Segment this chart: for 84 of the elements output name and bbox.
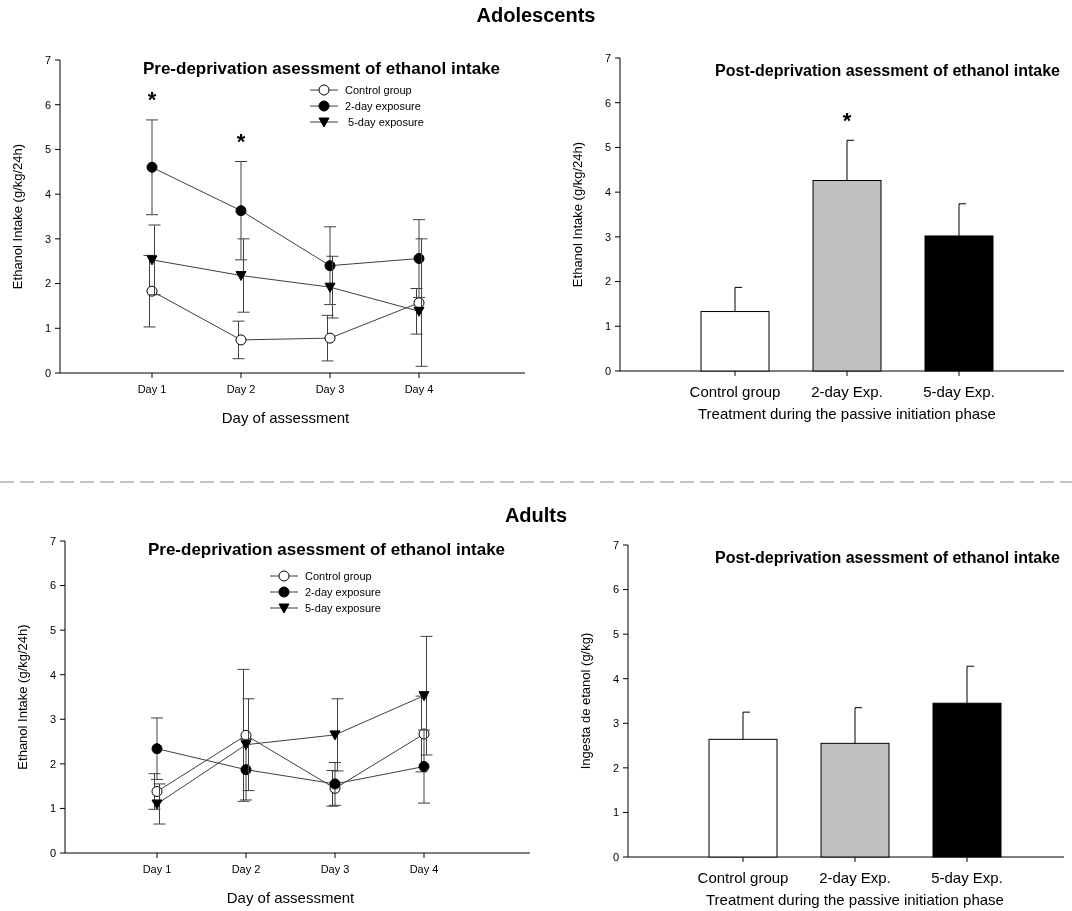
point bbox=[151, 799, 163, 810]
legend-label: 2-day exposure bbox=[345, 99, 421, 112]
y-axis-title: Ethanol Intake (g/kg/24h) bbox=[570, 141, 585, 288]
y-tick-label: 6 bbox=[612, 583, 619, 596]
point bbox=[413, 306, 425, 317]
y-axis-title: Ethanol Intake (g/kg/24h) bbox=[15, 624, 30, 770]
x-tick-label: 5-day Exp. bbox=[931, 869, 1003, 886]
point bbox=[329, 778, 341, 790]
x-axis-title: Day of assessment bbox=[226, 889, 356, 906]
y-tick-label: 4 bbox=[612, 672, 619, 685]
y-tick-label: 3 bbox=[49, 713, 56, 726]
y-tick-label: 2 bbox=[612, 761, 619, 774]
x-tick-label: Control group bbox=[689, 383, 781, 400]
y-tick-label: 7 bbox=[604, 51, 611, 64]
legend-label: 5-day exposure bbox=[345, 115, 424, 128]
point bbox=[146, 255, 158, 266]
x-tick-label: 5-day Exp. bbox=[923, 383, 995, 400]
y-tick-label: 0 bbox=[44, 366, 51, 379]
y-tick-label: 7 bbox=[44, 53, 51, 66]
y-tick-label: 3 bbox=[604, 230, 611, 243]
y-tick-label: 1 bbox=[44, 322, 51, 335]
x-tick-label: Control group bbox=[697, 869, 789, 886]
legend-label: Control group bbox=[305, 569, 372, 582]
annotation: * bbox=[842, 107, 852, 133]
y-tick-label: 5 bbox=[49, 623, 56, 636]
y-tick-label: 5 bbox=[44, 143, 51, 156]
y-tick-label: 4 bbox=[49, 668, 56, 681]
point bbox=[146, 161, 158, 173]
point bbox=[329, 730, 341, 741]
y-tick-label: 6 bbox=[44, 98, 51, 111]
y-tick-label: 7 bbox=[49, 534, 56, 547]
legend-label: 5-day exposure bbox=[305, 601, 381, 614]
x-tick-label: Day 2 bbox=[226, 383, 256, 395]
point bbox=[324, 332, 336, 344]
x-axis-title: Day of assessment bbox=[221, 409, 351, 426]
y-axis-title: Ethanol Intake (g/kg/24h) bbox=[10, 143, 25, 290]
point bbox=[151, 743, 163, 755]
point bbox=[418, 691, 430, 702]
y-tick-label: 1 bbox=[49, 802, 56, 815]
text: Adolescents bbox=[476, 4, 596, 26]
annotation: * bbox=[236, 128, 246, 154]
x-tick-label: Day 3 bbox=[315, 383, 345, 395]
x-tick-label: Day 1 bbox=[137, 383, 167, 395]
point bbox=[235, 334, 247, 346]
point bbox=[240, 740, 252, 751]
y-tick-label: 2 bbox=[604, 275, 611, 288]
y-tick-label: 1 bbox=[604, 320, 611, 333]
annotation: * bbox=[147, 87, 157, 113]
chart-title: Post-deprivation asessment of ethanol intake bbox=[715, 62, 1061, 79]
x-tick-label: Day 1 bbox=[142, 863, 172, 875]
y-tick-label: 0 bbox=[604, 364, 611, 377]
y-axis-title: Ingesta de etanol (g/kg) bbox=[578, 632, 593, 770]
point bbox=[235, 271, 247, 282]
y-tick-label: 2 bbox=[44, 277, 51, 290]
y-tick-label: 4 bbox=[604, 185, 611, 198]
y-tick-label: 3 bbox=[612, 717, 619, 730]
text: Adults bbox=[504, 504, 568, 526]
chart-title: Post-deprivation asessment of ethanol intake bbox=[715, 549, 1061, 566]
y-tick-label: 3 bbox=[44, 232, 51, 245]
x-tick-label: Day 4 bbox=[404, 383, 434, 395]
y-tick-label: 4 bbox=[44, 187, 51, 200]
x-tick-label: 2-day Exp. bbox=[819, 869, 891, 886]
y-tick-label: 1 bbox=[612, 806, 619, 819]
x-tick-label: Day 4 bbox=[409, 863, 439, 875]
x-tick-label: Day 3 bbox=[320, 863, 350, 875]
x-tick-label: 2-day Exp. bbox=[811, 383, 883, 400]
legend-label: 2-day exposure bbox=[305, 585, 381, 598]
chart-title: Pre-deprivation asessment of ethanol intake bbox=[142, 59, 501, 78]
y-tick-label: 0 bbox=[612, 850, 619, 863]
y-tick-label: 6 bbox=[604, 96, 611, 109]
point bbox=[324, 282, 336, 293]
y-tick-label: 6 bbox=[49, 579, 56, 592]
x-tick-label: Day 2 bbox=[231, 863, 261, 875]
y-tick-label: 5 bbox=[604, 141, 611, 154]
x-axis-title: Treatment during the passive initiation phase bbox=[698, 405, 996, 422]
x-axis-title: Treatment during the passive initiation phase bbox=[706, 891, 1004, 908]
point bbox=[235, 205, 247, 217]
y-tick-label: 0 bbox=[49, 846, 56, 859]
y-tick-label: 5 bbox=[612, 627, 619, 640]
y-tick-label: 2 bbox=[49, 757, 56, 770]
point bbox=[418, 761, 430, 773]
chart-title: Pre-deprivation asessment of ethanol intake bbox=[147, 540, 506, 559]
y-tick-label: 7 bbox=[612, 538, 619, 551]
legend-label: Control group bbox=[345, 83, 412, 96]
